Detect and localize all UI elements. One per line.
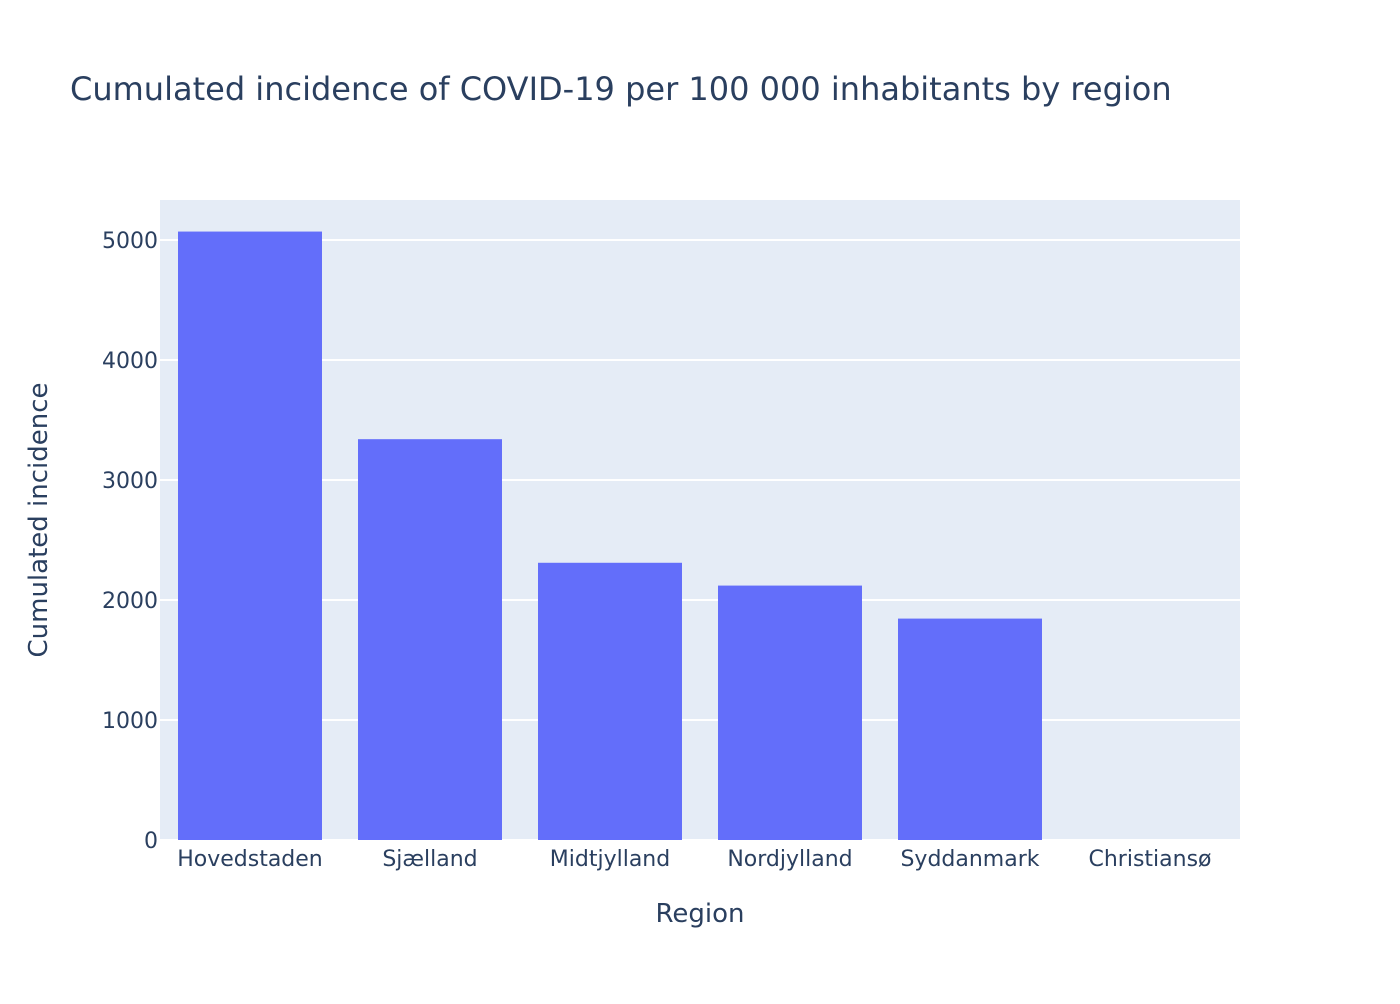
plot-area xyxy=(160,200,1240,840)
x-tick-label: Christiansø xyxy=(1088,847,1211,872)
x-tick-label: Sjælland xyxy=(382,847,477,872)
y-axis-ticks: 0 1000 2000 3000 4000 5000 xyxy=(102,229,158,854)
chart-title: Cumulated incidence of COVID-19 per 100 … xyxy=(70,70,1172,108)
bar xyxy=(538,562,682,840)
bar xyxy=(178,231,322,841)
bar xyxy=(358,439,502,840)
x-tick-label: Nordjylland xyxy=(727,847,852,872)
y-axis-title: Cumulated incidence xyxy=(24,382,54,657)
bar xyxy=(898,618,1042,840)
x-tick-label: Midtjylland xyxy=(550,847,670,872)
x-axis-title: Region xyxy=(655,899,744,929)
y-tick-label: 2000 xyxy=(102,589,158,614)
gridlines xyxy=(160,238,1240,841)
x-axis-ticks: Hovedstaden Sjælland Midtjylland Nordjyllan… xyxy=(177,847,1211,872)
y-tick-label: 3000 xyxy=(102,469,158,494)
y-tick-label: 5000 xyxy=(102,229,158,254)
x-tick-label: Syddanmark xyxy=(900,847,1039,872)
bar xyxy=(718,585,862,840)
y-tick-label: 0 xyxy=(144,829,158,854)
y-tick-label: 1000 xyxy=(102,709,158,734)
y-tick-label: 4000 xyxy=(102,349,158,374)
bars xyxy=(178,231,1042,841)
x-tick-label: Hovedstaden xyxy=(177,847,323,872)
